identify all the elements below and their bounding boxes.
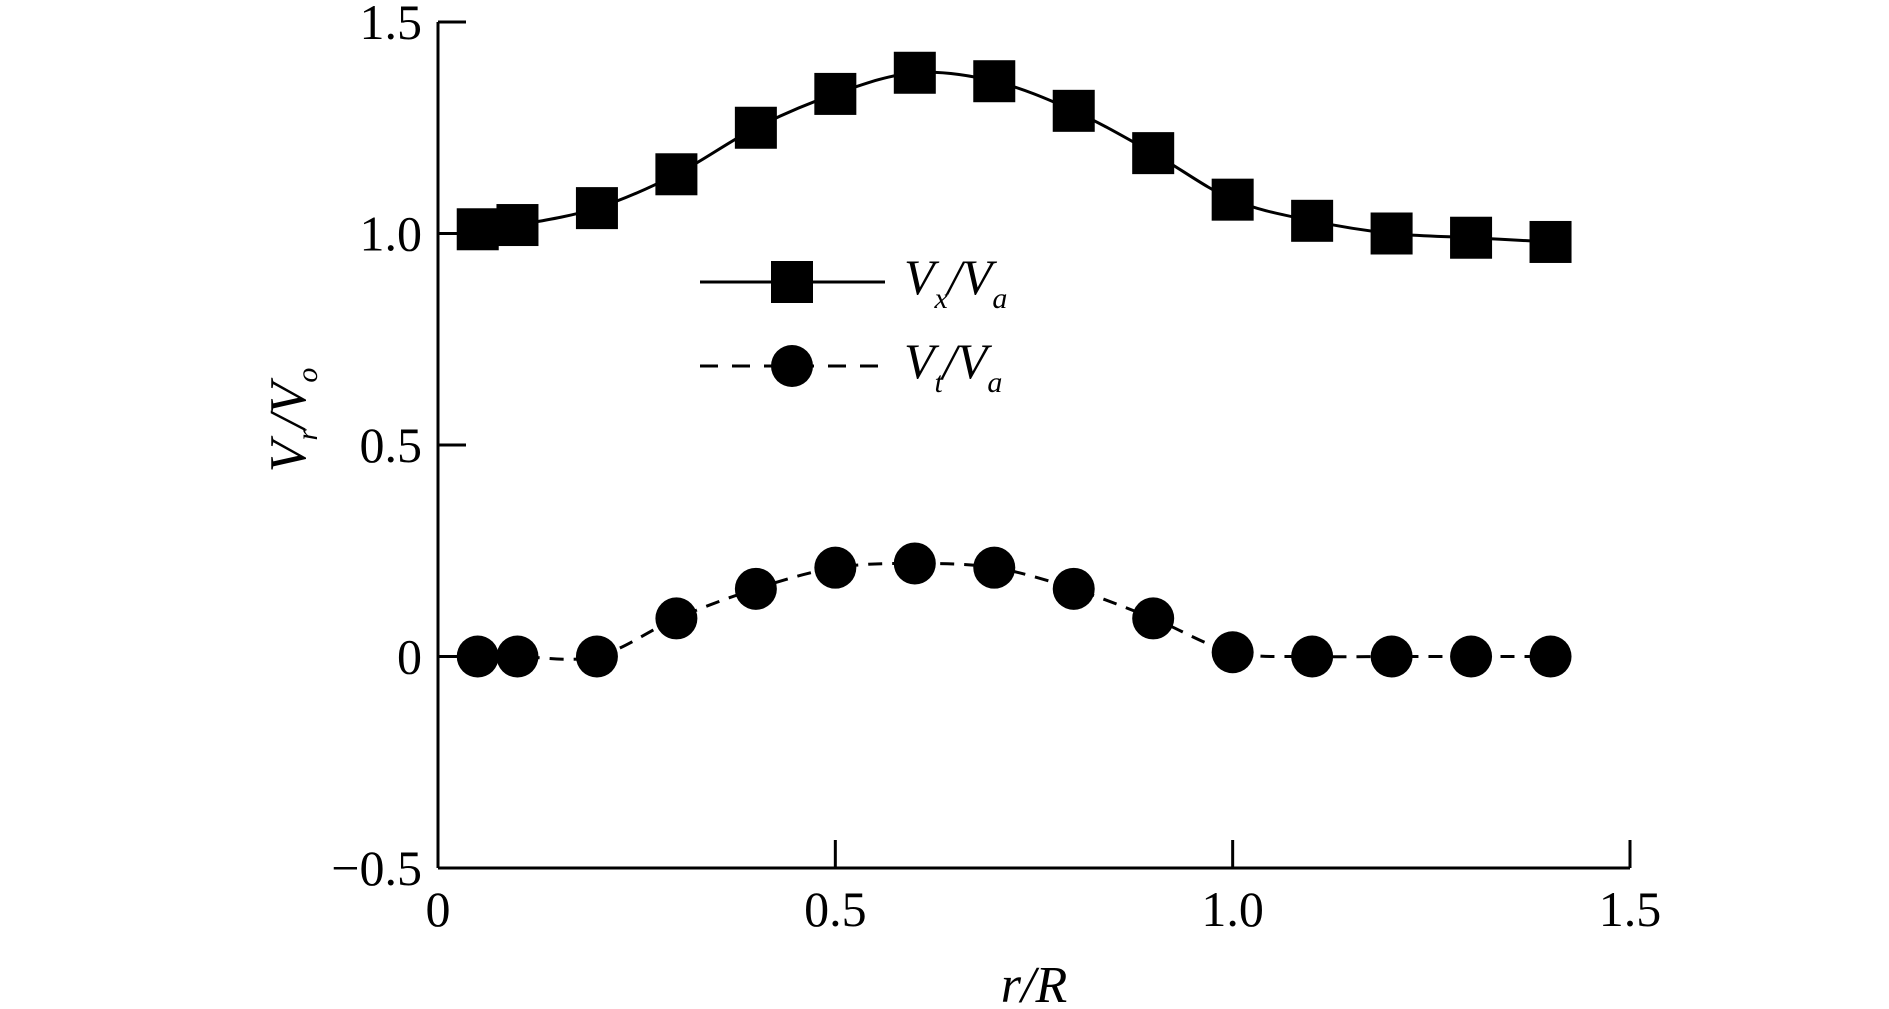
data-point-square (1370, 212, 1413, 255)
x-tick-label: 0.5 (804, 881, 867, 937)
y-tick-label: 1.0 (360, 206, 423, 262)
data-point-circle (814, 546, 857, 589)
data-point-square (496, 204, 539, 247)
data-point-circle (1211, 631, 1254, 674)
data-point-square (973, 60, 1016, 103)
data-point-square (1291, 199, 1334, 242)
data-point-circle (575, 635, 618, 678)
legend: Vx/Va Vt/Va (700, 249, 1007, 399)
legend-label: Vt/Va (904, 333, 1002, 399)
data-point-square (1132, 132, 1175, 175)
x-tick-label: 1.0 (1201, 881, 1264, 937)
axes: −0.500.51.01.50 0.5 1.0 1.5r/RVr/Vo (260, 0, 1661, 1009)
x-tick-label: 0 (426, 881, 451, 937)
x-axis-title: r/R (1001, 957, 1067, 1009)
data-point-square (1529, 220, 1572, 263)
data-point-circle (1450, 635, 1493, 678)
data-point-circle (1529, 635, 1572, 678)
data-point-circle (655, 597, 698, 640)
data-point-square (575, 187, 618, 230)
data-point-square (734, 106, 777, 149)
data-point-square (456, 208, 499, 251)
data-point-square (1450, 216, 1493, 259)
y-tick-label: −0.5 (331, 840, 422, 896)
legend-item-1: Vx/Va (700, 249, 1007, 315)
y-axis-title: Vr/Vo (260, 368, 324, 473)
data-point-circle (973, 546, 1016, 589)
data-point-circle (496, 635, 539, 678)
data-point-square (814, 72, 857, 115)
series-1 (456, 51, 1572, 263)
y-tick-label: 0.5 (360, 417, 423, 473)
legend-label: Vx/Va (904, 249, 1007, 315)
y-tick-label: 0 (397, 629, 422, 685)
series-layer (456, 51, 1572, 678)
data-point-circle (734, 567, 777, 610)
data-point-square (893, 51, 936, 94)
legend-marker-circle (771, 345, 813, 387)
data-point-square (1052, 89, 1095, 132)
data-point-circle (1291, 635, 1334, 678)
x-tick-label: 1.5 (1599, 881, 1662, 937)
data-point-circle (456, 635, 499, 678)
series-2 (456, 542, 1572, 678)
data-point-circle (1052, 567, 1095, 610)
data-point-square (655, 153, 698, 196)
data-point-circle (893, 542, 936, 585)
legend-item-2: Vt/Va (700, 333, 1002, 399)
data-point-circle (1370, 635, 1413, 678)
data-point-circle (1132, 597, 1175, 640)
data-point-square (1211, 178, 1254, 221)
legend-marker-square (771, 261, 813, 303)
y-tick-label: 1.5 (360, 0, 423, 50)
